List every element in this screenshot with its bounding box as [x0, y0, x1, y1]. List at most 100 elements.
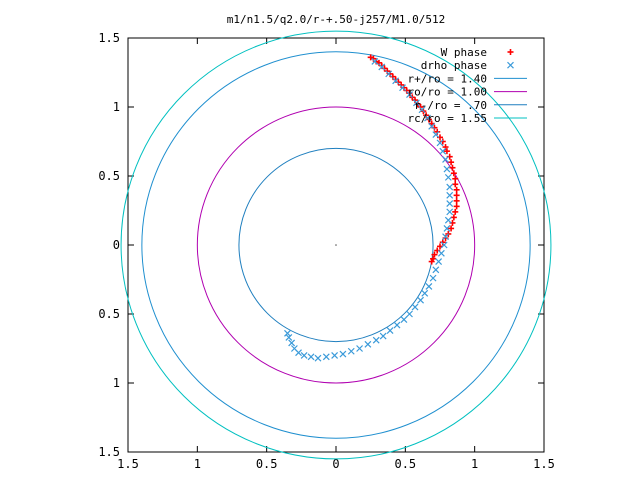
cross-marker [290, 345, 298, 352]
reference-circles [120, 30, 552, 460]
legend-label: rc/ro = 1.55 [408, 112, 487, 125]
cross-b [378, 63, 386, 71]
cross-marker [446, 183, 454, 191]
cross-marker [399, 84, 406, 92]
plus-marker [450, 170, 457, 177]
x-tick-label: 0 [332, 457, 339, 471]
plus-marker [450, 214, 457, 221]
plus-marker [443, 148, 450, 155]
plus-marker [453, 197, 460, 204]
legend-label: r-/ro = .70 [414, 99, 487, 112]
cross-marker [331, 351, 339, 359]
cross-marker [417, 296, 425, 304]
cross-marker [429, 274, 437, 282]
cross-marker [446, 208, 454, 216]
cross-marker [424, 114, 431, 122]
cross-b [417, 296, 425, 304]
cross-b [446, 191, 454, 199]
cross-marker [435, 258, 443, 265]
data-points [284, 54, 460, 362]
cross-marker [288, 339, 296, 347]
cross-marker [425, 282, 433, 290]
cross-marker [307, 353, 315, 361]
cross-b [432, 131, 440, 139]
axis-ticks: 1.5 1 0.5 0 0.5 1 1.51.510.500.511.5 [98, 31, 555, 471]
y-tick-label: 0.5 [98, 307, 120, 321]
cross-b [300, 351, 308, 359]
cross-marker [371, 58, 379, 65]
plus-marker [431, 251, 438, 258]
cross-b [314, 354, 322, 362]
plus-marker [448, 159, 455, 166]
y-tick-label: 1 [113, 100, 120, 114]
cross-b [331, 351, 339, 359]
cross-b [435, 258, 443, 265]
cross-b [413, 99, 420, 107]
x-tick-label: 1 [194, 457, 201, 471]
cross-b [425, 282, 433, 290]
cross-marker [443, 225, 451, 232]
cross-marker [446, 191, 454, 199]
y-tick-label: 1.5 [98, 445, 120, 459]
cross-b [307, 353, 315, 361]
cross-b [424, 114, 431, 122]
legend-label: ro/ro = 1.00 [408, 86, 487, 99]
cross-marker [418, 106, 426, 114]
reference-circle [141, 51, 531, 439]
plus-marker [452, 208, 459, 215]
cross-b [439, 147, 447, 155]
cross-marker [436, 139, 444, 147]
cross-b [418, 106, 426, 114]
cross-marker [378, 63, 386, 71]
reference-circle [238, 147, 434, 343]
cross-b [356, 345, 363, 352]
cross-b [385, 70, 393, 78]
cross-b [428, 122, 436, 130]
y-tick-label: 0 [113, 238, 120, 252]
cross-b [295, 349, 302, 357]
chart-title: m1/n1.5/q2.0/r-+.50-j257/M1.0/512 [227, 13, 446, 26]
cross-b [436, 139, 444, 147]
cross-b [290, 345, 298, 352]
cross-b [386, 327, 394, 334]
y-tick-label: 1.5 [98, 31, 120, 45]
x-tick-label: 0.5 [256, 457, 278, 471]
cross-b [285, 334, 293, 341]
cross-marker [444, 173, 452, 181]
cross-b [399, 84, 406, 92]
cross-b [442, 156, 449, 163]
y-tick-label: 1 [113, 376, 120, 390]
cross-marker [364, 340, 372, 348]
cross-b [288, 339, 296, 347]
cross-b [406, 310, 413, 318]
cross-b [446, 208, 454, 216]
cross-b [379, 332, 387, 340]
cross-b [322, 353, 330, 361]
cross-b [393, 321, 401, 329]
plus-marker [453, 186, 460, 193]
cross-b [406, 91, 413, 99]
cross-marker [411, 303, 419, 311]
cross-marker [440, 241, 448, 249]
cross-marker [386, 327, 394, 334]
x-tick-label: 0.5 [394, 457, 416, 471]
cross-marker [347, 347, 355, 355]
cross-b [440, 241, 448, 249]
cross-marker [442, 156, 449, 163]
cross-b [364, 340, 372, 348]
cross-b [411, 303, 419, 311]
origin-dot [335, 244, 337, 246]
x-tick-label: 1.5 [533, 457, 555, 471]
cross-b [284, 329, 291, 337]
cross-marker [284, 329, 291, 337]
cross-marker [443, 165, 451, 173]
cross-b [446, 183, 454, 191]
cross-marker [393, 321, 401, 329]
cross-marker [444, 216, 452, 224]
cross-marker [300, 351, 308, 359]
plus-marker [453, 192, 460, 199]
cross-marker [314, 354, 322, 362]
cross-b [429, 274, 437, 282]
